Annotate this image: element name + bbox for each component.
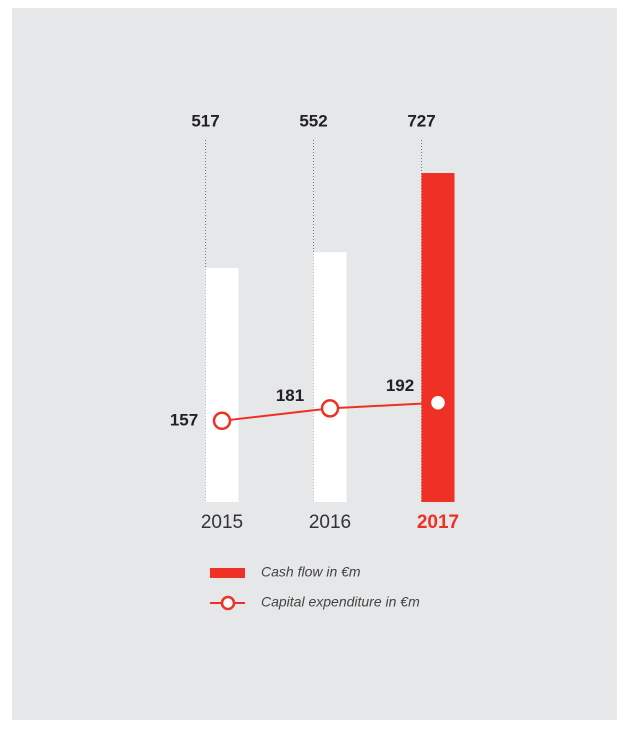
- line-marker: [320, 399, 340, 418]
- bar-value-label: 517: [191, 111, 219, 130]
- legend-marker: [220, 595, 236, 611]
- line-value-label: 157: [170, 410, 198, 429]
- line-value-label: 181: [276, 386, 304, 405]
- bar-value-label: 552: [299, 111, 327, 130]
- bar: [421, 173, 455, 502]
- line-value-label: 192: [386, 376, 414, 395]
- x-tick-label: 2017: [417, 512, 459, 533]
- bar-value-label: 727: [407, 111, 435, 130]
- legend-label: Cash flow in €m: [261, 564, 361, 580]
- x-tick-label: 2016: [309, 512, 351, 533]
- line-marker: [212, 411, 232, 431]
- legend-swatch: [210, 568, 245, 578]
- bar: [313, 252, 347, 502]
- line-marker: [428, 393, 448, 412]
- bar: [205, 268, 239, 502]
- x-tick-label: 2015: [201, 512, 243, 533]
- legend-label: Capital expenditure in €m: [261, 594, 420, 610]
